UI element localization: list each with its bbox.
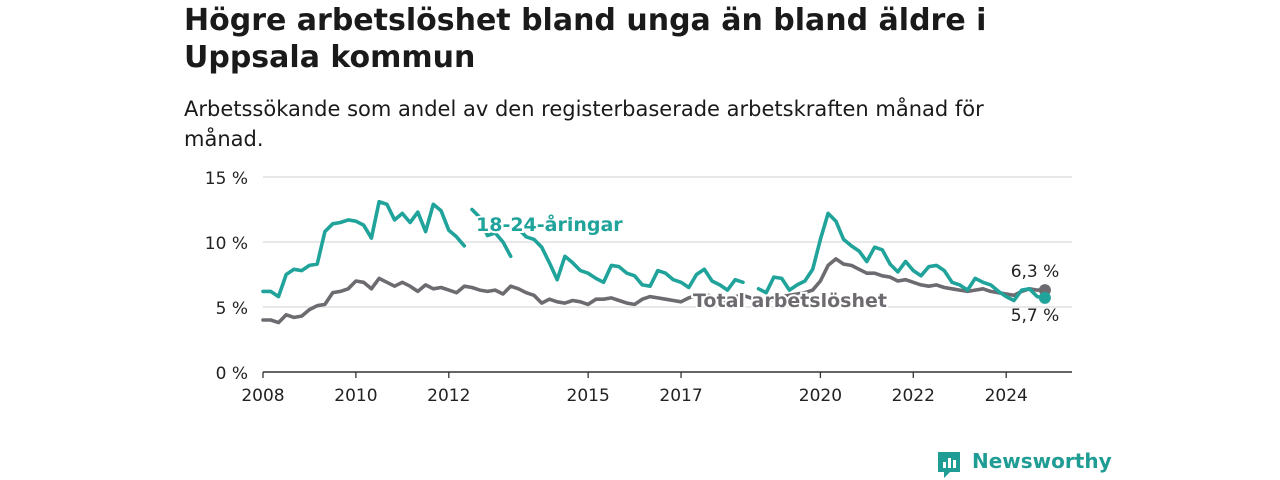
series-labels: 6,3 % 5,7 % 18-24-åringar Total arbetslöshe… xyxy=(474,210,1060,326)
x-tick-label: 2012 xyxy=(427,386,470,406)
x-tick-label: 2015 xyxy=(567,386,610,406)
y-tick-label: 0 % xyxy=(216,364,248,384)
y-tick-label: 10 % xyxy=(205,234,248,254)
grid-lines xyxy=(263,176,1072,308)
x-tick-label: 2020 xyxy=(799,386,842,406)
series-line-total xyxy=(261,257,1047,325)
y-axis: 0 % 5 % 10 % 15 % xyxy=(205,169,248,384)
newsworthy-logo-text: Newsworthy xyxy=(972,449,1112,473)
series-label-youth: 18-24-åringar xyxy=(476,212,623,236)
end-dot-youth xyxy=(1038,291,1051,304)
y-tick-label: 5 % xyxy=(216,299,248,319)
x-tick-label: 2024 xyxy=(985,386,1028,406)
series-line-youth xyxy=(261,199,1047,303)
x-tick-label: 2022 xyxy=(892,386,935,406)
end-label-total: 6,3 % xyxy=(1011,262,1060,282)
end-label-youth: 5,7 % xyxy=(1011,306,1060,326)
series-label-total: Total arbetslöshet xyxy=(693,290,887,312)
chart-subtitle: Arbetssökande som andel av den registerb… xyxy=(184,97,984,151)
series-lines xyxy=(261,199,1051,325)
x-tick-label: 2017 xyxy=(659,386,702,406)
newsworthy-logo-icon xyxy=(938,452,960,478)
chart-title: Högre arbetslöshet bland unga än bland ä… xyxy=(184,3,987,75)
line-chart: 0 %5 %10 %15 % 2008 2010 2012 2015 2017 2020 2… xyxy=(205,169,1072,406)
x-tick-label: 2010 xyxy=(334,386,377,406)
x-tick-label: 2008 xyxy=(241,386,284,406)
x-axis: 2008 2010 2012 2015 2017 2020 2022 2024 xyxy=(241,371,1072,406)
y-tick-label: 15 % xyxy=(205,169,248,189)
